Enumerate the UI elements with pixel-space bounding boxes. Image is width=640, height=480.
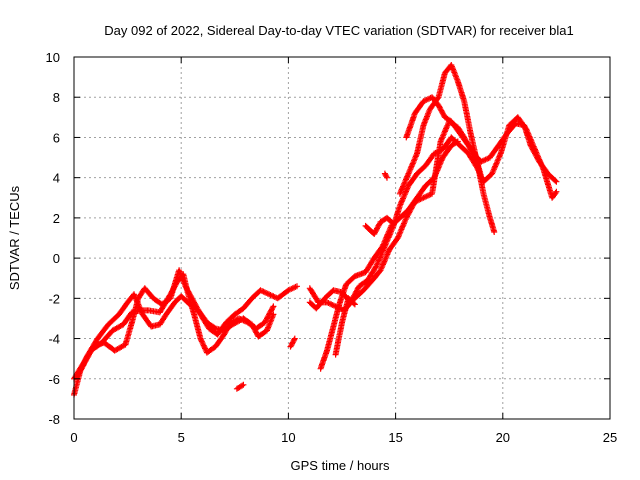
plot-frame <box>73 56 611 420</box>
series-point-track <box>306 114 560 312</box>
y-tick-label: -8 <box>48 412 60 427</box>
y-tick-label: 6 <box>53 130 60 145</box>
x-tick-label: 20 <box>496 430 510 445</box>
y-axis-label: SDTVAR / TECUs <box>7 185 22 290</box>
chart-title: Day 092 of 2022, Sidereal Day-to-day VTE… <box>104 23 573 38</box>
series-point-track <box>233 381 247 392</box>
y-axis: -8 -6 -4 -2 0 2 4 6 8 10 <box>46 50 610 427</box>
series-point-track <box>403 94 485 181</box>
x-tick-label: 25 <box>603 430 617 445</box>
y-tick-label: 10 <box>46 50 60 65</box>
y-tick-label: 2 <box>53 211 60 226</box>
y-tick-label: 0 <box>53 251 60 266</box>
x-tick-label: 10 <box>281 430 295 445</box>
series-point-track <box>381 170 390 181</box>
y-tick-label: -4 <box>48 332 60 347</box>
data-series <box>71 62 560 398</box>
grid-lines <box>74 57 610 419</box>
x-tick-label: 15 <box>388 430 402 445</box>
y-tick-label: -2 <box>48 291 60 306</box>
y-tick-label: 8 <box>53 90 60 105</box>
x-axis-label: GPS time / hours <box>291 458 390 473</box>
series-point-track <box>287 335 298 350</box>
x-axis: 0 5 10 15 20 25 <box>70 57 617 445</box>
y-tick-label: 4 <box>53 171 60 186</box>
y-tick-label: -6 <box>48 372 60 387</box>
series-point-track <box>75 291 277 378</box>
series-point-track <box>362 214 397 237</box>
x-tick-label: 0 <box>70 430 77 445</box>
x-tick-label: 5 <box>178 430 185 445</box>
series-point-track <box>317 138 461 372</box>
series-point-track <box>332 295 358 358</box>
